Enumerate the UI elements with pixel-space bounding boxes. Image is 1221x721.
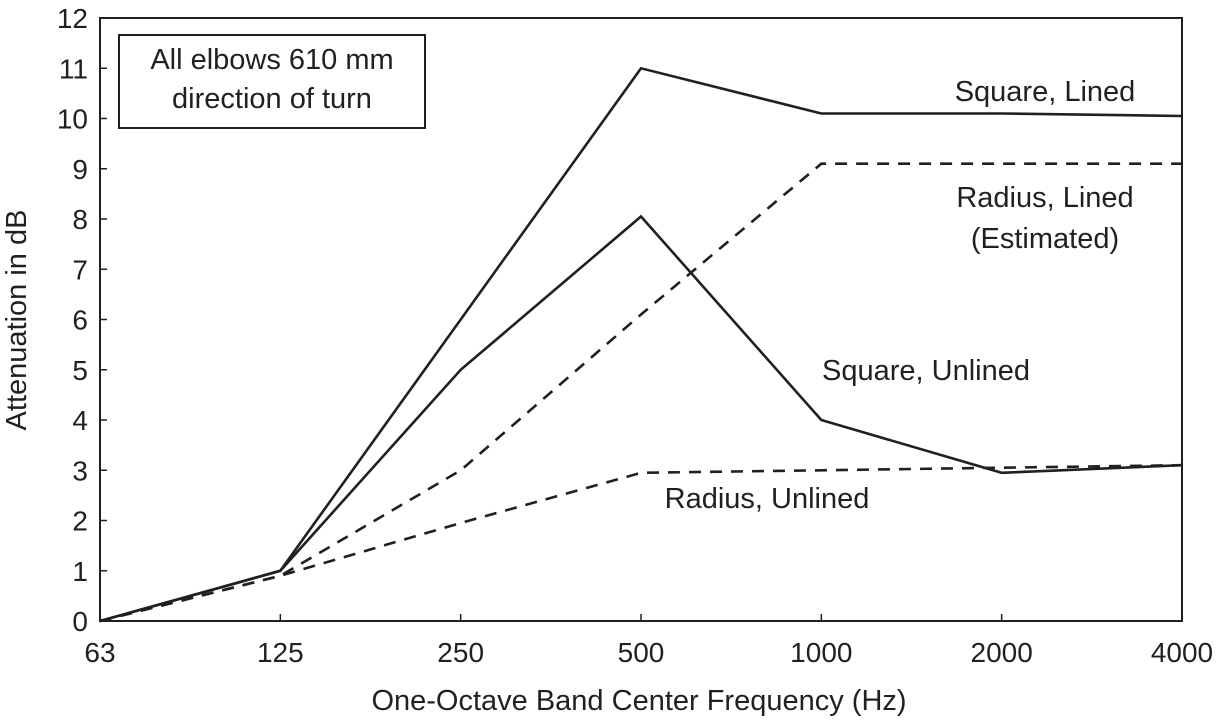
series-label-radius-lined-estimated-line-1: Radius, Lined	[956, 182, 1133, 214]
note-line-1: All elbows 610 mm	[150, 44, 393, 76]
series-line-radius-lined-estimated	[99, 162, 1182, 623]
y-tick-label-3: 3	[72, 455, 88, 486]
x-tick-label-63: 63	[84, 637, 115, 668]
series-labels: Square, Lined Radius, Lined (Estimated) Squ…	[665, 76, 1136, 515]
x-axis-ticks: 63 125 250 500 1000 2000 4000	[84, 614, 1213, 668]
series-label-square-lined: Square, Lined	[955, 76, 1136, 108]
y-tick-label-4: 4	[72, 405, 88, 436]
y-tick-label-7: 7	[72, 254, 88, 285]
y-tick-label-9: 9	[72, 154, 88, 185]
x-tick-label-250: 250	[437, 637, 484, 668]
y-tick-label-12: 12	[57, 3, 88, 34]
series-label-radius-lined-estimated-line-2: (Estimated)	[971, 223, 1119, 255]
series-line-square-unlined	[99, 214, 1183, 623]
series-line-square-lined	[99, 66, 1183, 623]
x-tick-label-125: 125	[257, 637, 304, 668]
note-box: All elbows 610 mm direction of turn	[118, 34, 426, 129]
x-tick-label-4000: 4000	[1151, 637, 1213, 668]
y-tick-label-8: 8	[72, 204, 88, 235]
note-line-2: direction of turn	[172, 83, 372, 115]
series-lines	[99, 66, 1183, 623]
x-tick-label-500: 500	[618, 637, 665, 668]
series-label-square-unlined: Square, Unlined	[822, 355, 1030, 387]
y-tick-label-0: 0	[72, 606, 88, 637]
series-label-radius-unlined: Radius, Unlined	[665, 483, 870, 515]
y-tick-label-5: 5	[72, 355, 88, 386]
note-box-border	[118, 34, 426, 129]
x-axis-title: One-Octave Band Center Frequency (Hz)	[371, 685, 906, 717]
y-tick-label-1: 1	[72, 556, 88, 587]
y-axis-title: Attenuation in dB	[1, 210, 33, 431]
y-tick-label-11: 11	[59, 53, 88, 84]
x-tick-label-2000: 2000	[971, 637, 1033, 668]
x-tick-label-1000: 1000	[790, 637, 852, 668]
series-line-radius-unlined	[99, 463, 1183, 623]
y-tick-label-2: 2	[72, 506, 88, 537]
y-tick-label-6: 6	[72, 305, 88, 336]
y-tick-label-10: 10	[57, 104, 88, 135]
